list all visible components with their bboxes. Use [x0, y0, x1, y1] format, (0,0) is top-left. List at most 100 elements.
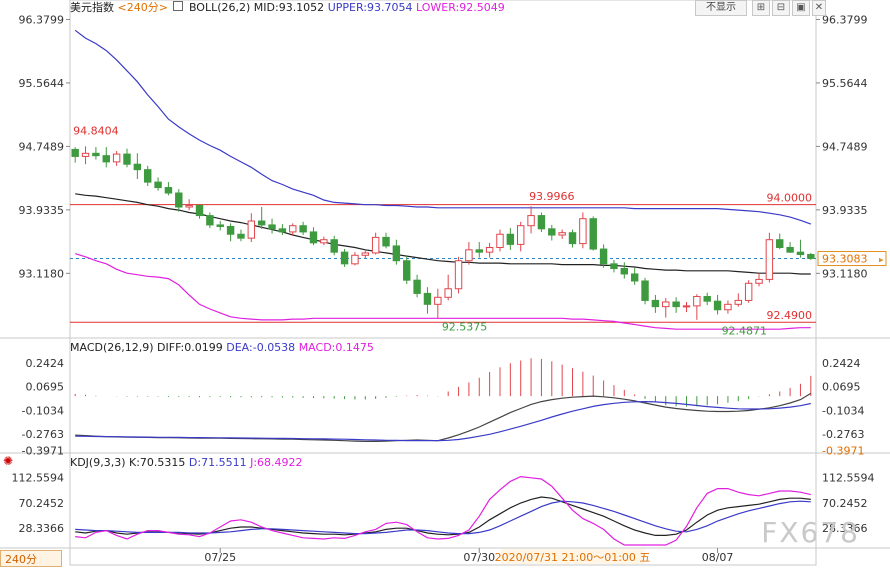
candle-body	[371, 236, 380, 254]
candle-body	[444, 288, 452, 298]
period-label[interactable]: <240分>	[117, 1, 168, 14]
candle-body	[682, 305, 691, 308]
y-tick-label-left: 96.3799	[19, 13, 65, 26]
candle-body	[278, 228, 287, 233]
candle-body	[506, 233, 515, 245]
candle-body	[102, 155, 110, 163]
macd-label: MACD(26,12,9)	[70, 341, 154, 354]
candle-body	[81, 152, 90, 157]
candle-body	[786, 246, 794, 253]
candle-body	[123, 153, 131, 165]
candle-body	[537, 215, 546, 230]
candle-body	[237, 233, 245, 239]
candle-body	[112, 153, 121, 163]
candle-body	[340, 251, 349, 265]
last-price-label: 93.3083	[822, 253, 868, 266]
boll-upper: UPPER:93.7054	[327, 1, 413, 14]
y-tick-label-right: 93.9335	[822, 204, 868, 217]
kdj-k: K:70.5315	[129, 456, 186, 469]
candle-body	[175, 192, 183, 208]
x-tick-label: 07/25	[204, 551, 236, 564]
instrument-name: 美元指数	[70, 1, 114, 14]
macd-y-tick-left: -0.2763	[22, 428, 64, 441]
last-price-arrow: ▸	[879, 256, 884, 266]
candle-body	[485, 246, 494, 253]
candle-body	[320, 239, 328, 244]
annotation-label: 92.5375	[442, 321, 488, 334]
y-tick-label-left: 94.7489	[19, 140, 65, 153]
boll-label: BOLL(26,2)	[188, 1, 251, 14]
candle-body	[724, 303, 732, 311]
candle-body	[257, 220, 266, 226]
candle-body	[154, 181, 162, 189]
candle-body	[413, 279, 421, 294]
watermark: FX678	[761, 516, 860, 549]
macd-dea: DEA:-0.0538	[226, 341, 296, 354]
candle-body	[247, 220, 256, 239]
candle-body	[744, 282, 753, 301]
y-tick-label-right: 96.3799	[822, 13, 868, 26]
series-line-k	[75, 496, 811, 537]
candle-body	[133, 163, 142, 171]
candle-body	[465, 249, 473, 262]
candle-body	[527, 215, 535, 227]
y-tick-label-right: 95.5644	[822, 77, 868, 90]
boll-mid: MID:93.1052	[253, 1, 325, 14]
crosshair-label-bg	[500, 549, 645, 564]
kdj-y-tick-right: 70.2452	[822, 497, 868, 510]
candle-body	[630, 273, 639, 282]
series-line-upper	[74, 29, 812, 225]
candle-body	[589, 218, 597, 250]
close-icon[interactable]: ✕	[812, 0, 826, 16]
macd-y-tick-right: -0.1034	[822, 404, 864, 417]
kdj-j: J:68.4922	[250, 456, 303, 469]
period-tag[interactable]: 240分	[0, 550, 62, 567]
macd-y-tick-left: 0.0695	[26, 381, 65, 394]
candle-body	[579, 218, 587, 245]
macd-y-tick-left: -0.3971	[22, 445, 64, 458]
series-line-diff	[75, 392, 812, 442]
settings-icon[interactable]: ✺	[3, 454, 14, 468]
kdj-y-tick-right: 28.3366	[822, 522, 868, 535]
candle-body	[289, 225, 297, 233]
candle-body	[755, 278, 763, 284]
candle-body	[568, 232, 577, 245]
macd-y-tick-left: -0.1034	[22, 404, 64, 417]
annotation-label: 93.9966	[529, 190, 575, 203]
candle-body	[361, 252, 370, 256]
kdj-y-tick-right: 112.5594	[822, 471, 875, 484]
candle-body	[195, 204, 204, 217]
candle-body	[703, 296, 711, 302]
kdj-label: KDJ(9,3,3)	[70, 456, 126, 469]
kdj-y-tick-left: 28.3366	[19, 522, 65, 535]
annotation-label: 92.4871	[722, 324, 768, 337]
candle-body	[599, 248, 608, 265]
grid-view-icon[interactable]: ⊟	[772, 0, 790, 16]
macd-diff: DIFF:0.0199	[157, 341, 223, 354]
kdj-d: D:71.5511	[188, 456, 247, 469]
y-tick-label-right: 93.1180	[822, 267, 868, 280]
candle-body	[776, 239, 784, 248]
candle-body	[713, 300, 722, 311]
series-line-j	[75, 475, 811, 546]
candle-body	[382, 236, 390, 247]
candle-body	[216, 224, 224, 227]
crosshair-time-label: 2020/07/31 21:00～01:00 五	[495, 551, 651, 564]
candle-body	[268, 224, 276, 230]
candle-body	[662, 301, 670, 308]
candle-body	[672, 301, 680, 308]
candle-body	[693, 296, 701, 307]
macd-y-tick-right: 0.0695	[822, 381, 861, 394]
candle-body	[796, 251, 805, 255]
candle-body	[92, 152, 100, 157]
candle-body	[423, 292, 432, 305]
hide-button[interactable]: 不显示	[695, 0, 747, 16]
candle-body	[351, 254, 359, 265]
candle-body	[403, 260, 411, 281]
y-tick-label-left: 95.5644	[19, 77, 65, 90]
grid-icon[interactable]: ⊞	[752, 0, 770, 16]
x-tick-label: 07/30	[463, 551, 495, 564]
window-icon[interactable]: ▣	[792, 0, 810, 16]
